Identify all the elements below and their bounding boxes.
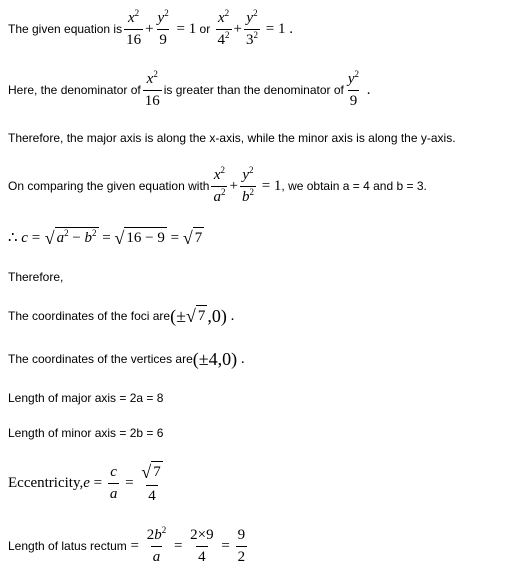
fraction: y2 9 [156,8,171,51]
sqrt: √ a2 − b2 [40,226,98,251]
dot: . [285,19,293,40]
paragraph-5: ∴ c = √ a2 − b2 = √ 16 − 9 = √ 7 [8,226,522,251]
fraction: 2×9 4 [188,525,215,568]
equals: = [32,228,40,249]
text: , we obtain a = 4 and b = 3. [281,178,426,195]
paragraph-8: Length of major axis = 2a = 8 [8,390,522,407]
equals: = [167,228,183,249]
equals: = [127,536,143,557]
fraction: x2 a2 [211,165,227,208]
fraction: y2 9 [346,69,361,112]
paragraph-4: On comparing the given equation with x2 … [8,165,522,208]
one: 1 [274,176,282,197]
paragraph-11: Length of latus rectum = 2b2 a = 2×9 4 =… [8,525,522,568]
one: 1 [278,19,286,40]
paragraph-3: Therefore, the major axis is along the x… [8,130,522,147]
fraction: x2 16 [124,8,143,51]
paragraph-6: The coordinates of the foci are ( ± √7 ,… [8,304,522,329]
foci: ( ± √7 , 0 ) [170,304,227,329]
text [210,21,213,38]
text: Eccentricity, [8,473,83,494]
text: or [200,21,211,38]
var-e: e [83,473,90,494]
fraction: 9 2 [236,525,248,568]
text: Length of major axis = 2a = 8 [8,390,163,407]
text: Length of minor axis = 2b = 6 [8,425,163,442]
text: The coordinates of the foci are [8,308,170,325]
text: On comparing the given equation with [8,178,209,195]
sqrt: √ 7 [183,226,204,251]
therefore-symbol: ∴ [8,228,18,249]
equals: = [121,473,137,494]
paragraph-1: The given equation is x2 16 + y2 9 = 1 o… [8,8,522,51]
vertices: (±4,0) [193,347,237,372]
fraction: y2 32 [244,8,260,51]
one: 1 [189,19,197,40]
sqrt: √ 16 − 9 [115,226,167,251]
equals: = [90,473,106,494]
text: Here, the denominator of [8,82,141,99]
dot: . [227,306,235,327]
var-c: c [18,228,32,249]
paragraph-therefore: Therefore, [8,269,522,286]
equals: = [99,228,115,249]
paragraph-9: Length of minor axis = 2b = 6 [8,425,522,442]
text: is greater than the denominator of [164,82,344,99]
equals: = [262,19,278,40]
equals: = [258,176,274,197]
text: Length of latus rectum [8,538,127,555]
dot: . [237,349,245,370]
equals: = [218,536,234,557]
dot: . [363,80,371,101]
fraction: x2 16 [143,69,162,112]
text: The coordinates of the vertices are [8,351,193,368]
text: Therefore, [8,269,63,286]
fraction: 2b2 a [145,525,169,568]
equals: = [170,536,186,557]
text: Therefore, the major axis is along the x… [8,130,456,147]
text: The given equation is [8,21,122,38]
equals: = [173,19,189,40]
fraction: y2 b2 [240,165,256,208]
fraction: √7 4 [139,460,164,507]
paragraph-7: The coordinates of the vertices are (±4,… [8,347,522,372]
paragraph-2: Here, the denominator of x2 16 is greate… [8,69,522,112]
fraction: x2 42 [216,8,232,51]
plus: + [234,19,242,40]
plus: + [145,19,153,40]
paragraph-10: Eccentricity, e = c a = √7 4 [8,460,522,507]
plus: + [229,176,237,197]
fraction: c a [108,462,120,505]
